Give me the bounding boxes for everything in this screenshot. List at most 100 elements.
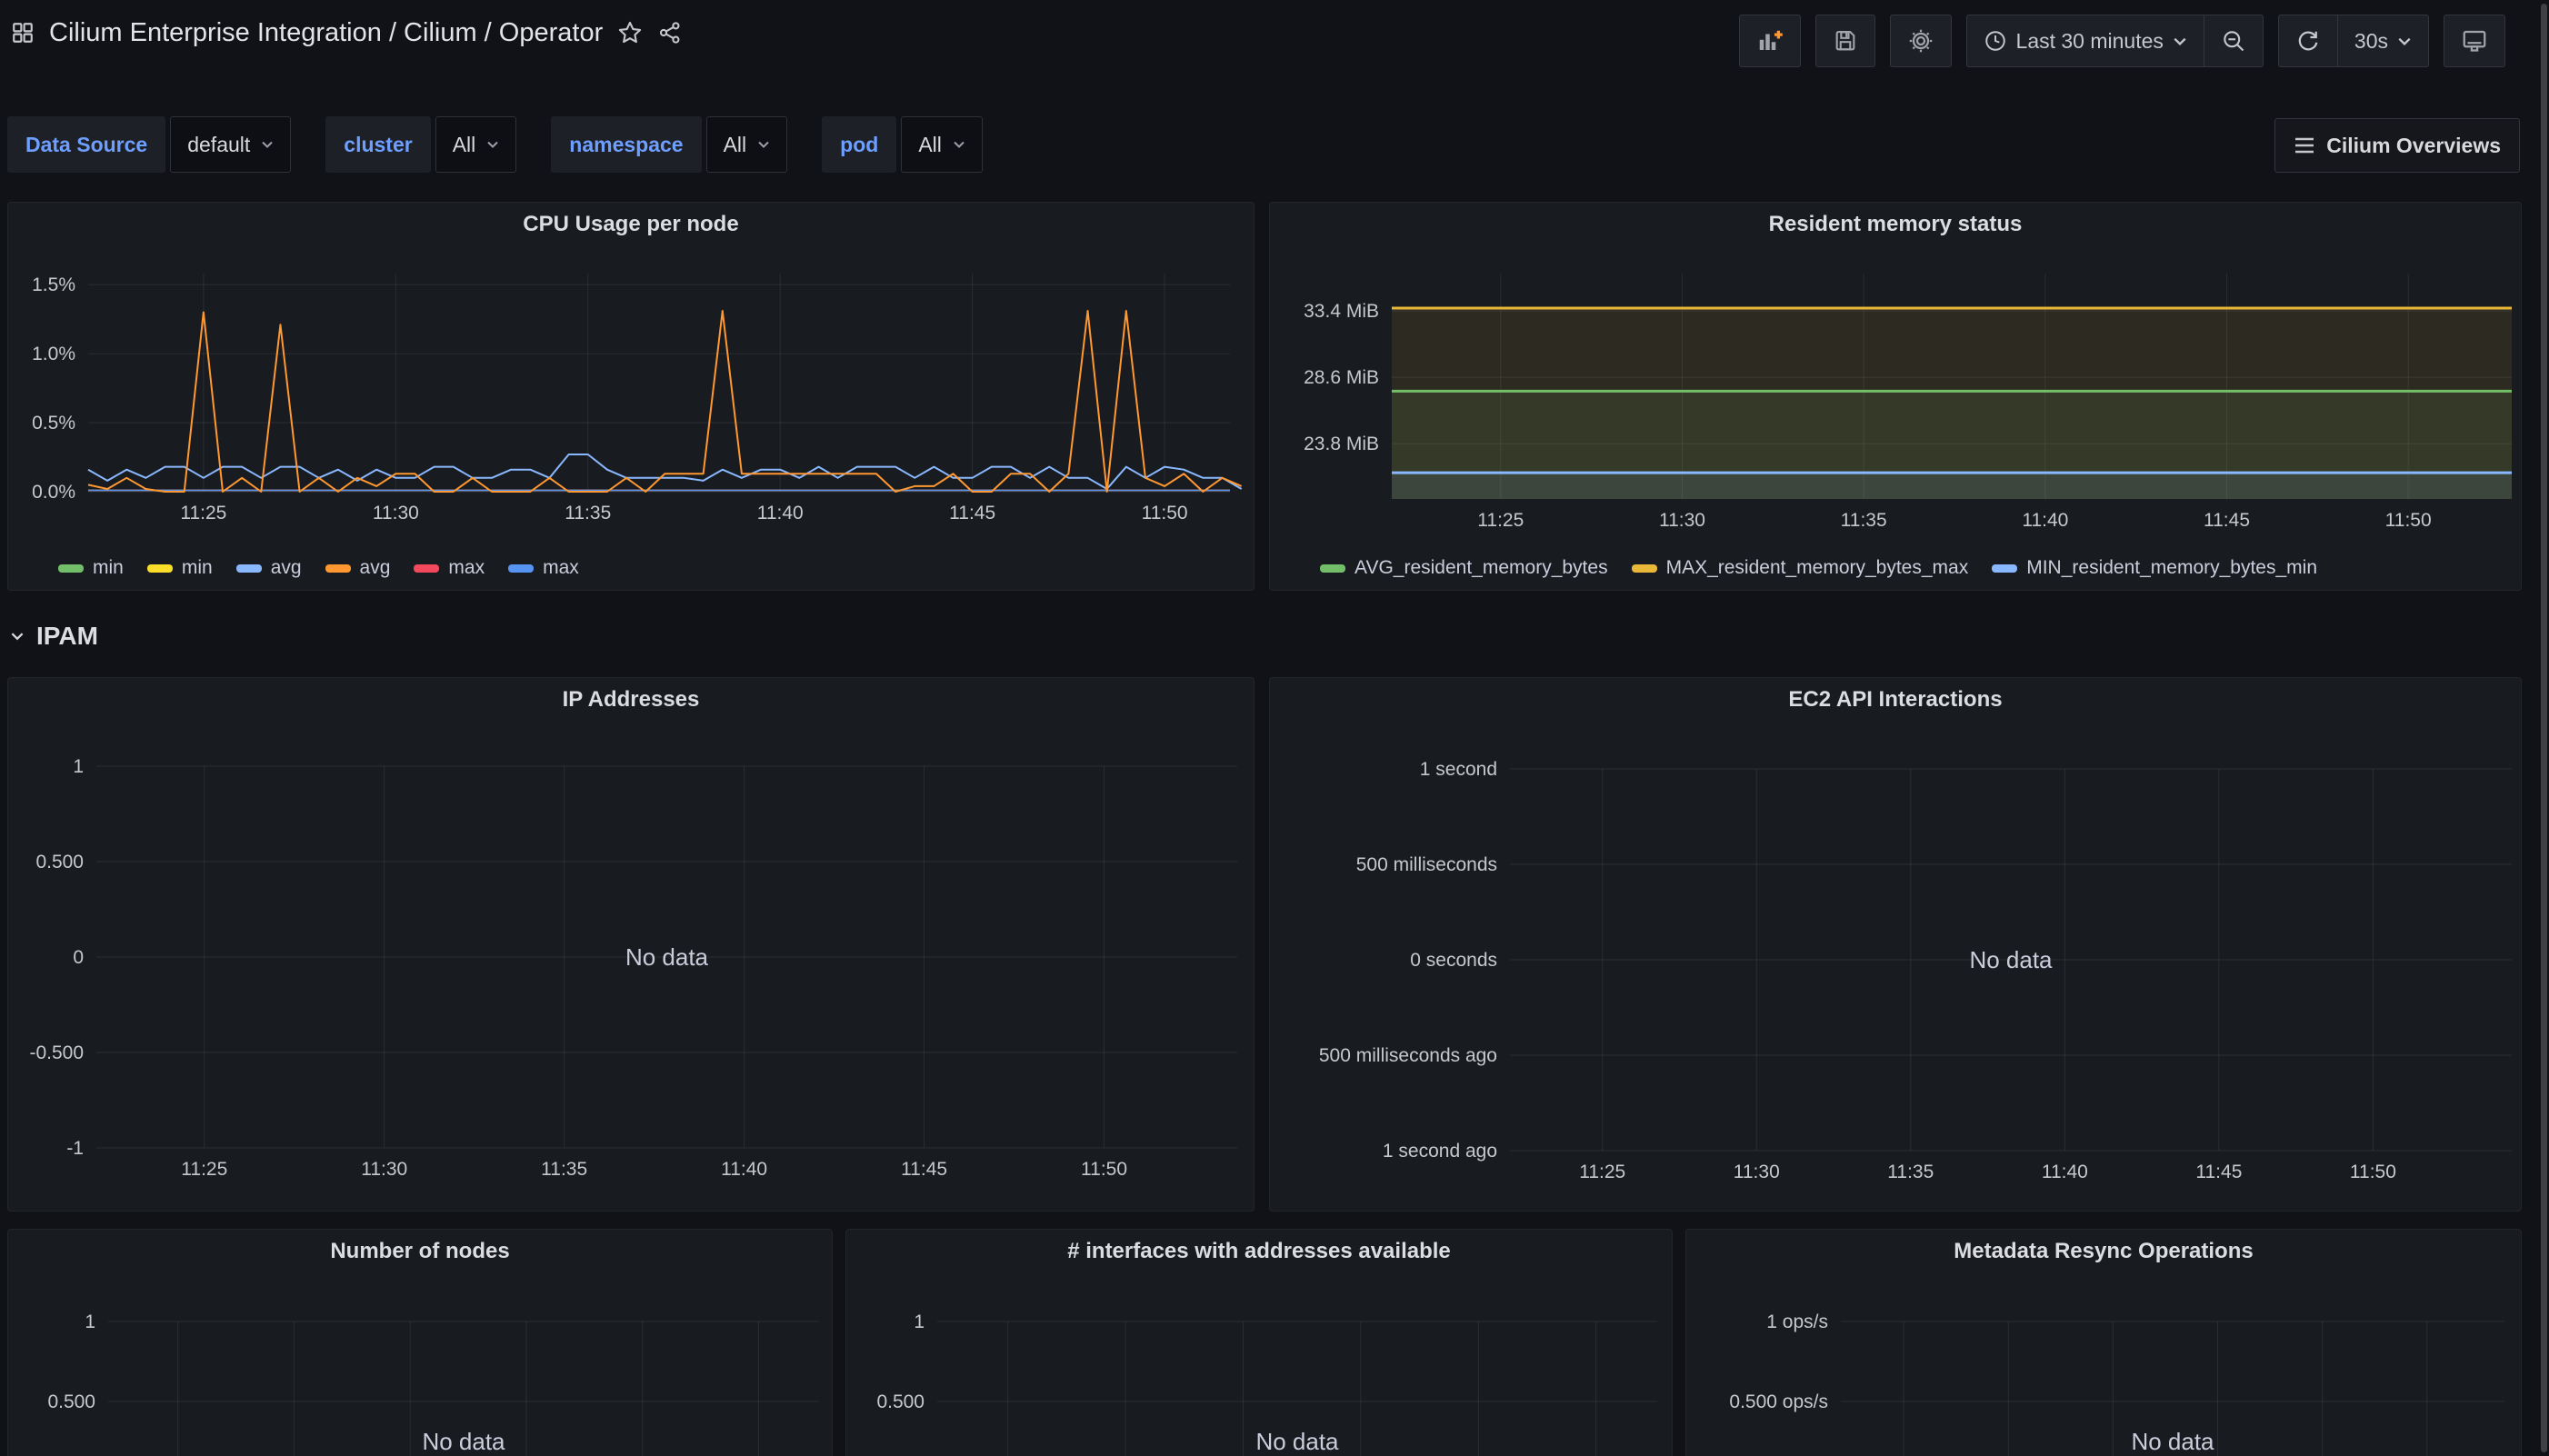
legend-item-max[interactable]: max	[508, 557, 579, 579]
time-range-picker[interactable]: Last 30 minutes	[1967, 15, 2204, 66]
refresh-icon	[2298, 31, 2318, 51]
legend-label: avg	[359, 557, 391, 578]
svg-text:11:50: 11:50	[2350, 1162, 2396, 1182]
panel-ec2-api: EC2 API Interactions 11:25 11:30 11:35 11:4…	[1269, 677, 2522, 1212]
legend-label: AVG_resident_memory_bytes	[1354, 557, 1608, 578]
svg-text:1 ops/s: 1 ops/s	[1766, 1311, 1828, 1332]
breadcrumb-folder[interactable]: Cilium Enterprise Integration	[49, 17, 382, 47]
legend-item-avg[interactable]: avg	[235, 557, 302, 579]
svg-text:0.500 ops/s: 0.500 ops/s	[1729, 1391, 1828, 1412]
zoom-out-button[interactable]	[2203, 15, 2263, 66]
svg-text:11:30: 11:30	[361, 1159, 407, 1180]
clock-icon	[1984, 31, 2005, 51]
save-dashboard-button[interactable]	[1814, 15, 1875, 67]
panel-resident-memory: Resident memory status 11:25 11:30 11:35 11…	[1269, 202, 2522, 591]
legend-item-MAX_resident_memory_bytes_max[interactable]: MAX_resident_memory_bytes_max	[1631, 557, 1969, 579]
breadcrumb[interactable]: Cilium Enterprise Integration / Cilium /…	[49, 18, 603, 48]
svg-text:0 seconds: 0 seconds	[1410, 950, 1497, 971]
header: Cilium Enterprise Integration / Cilium /…	[11, 13, 683, 53]
svg-text:-0.500: -0.500	[29, 1042, 84, 1063]
metadata-resync-chart[interactable]: 1 ops/s0.500 ops/s0 ops/sNo data	[1686, 1281, 2521, 1456]
cluster-value: All	[452, 132, 476, 156]
panel-title[interactable]: IP Addresses	[562, 687, 700, 712]
svg-text:11:45: 11:45	[901, 1159, 947, 1180]
svg-text:0.0%: 0.0%	[32, 482, 75, 503]
kiosk-mode-button[interactable]	[2444, 15, 2505, 67]
panel-title[interactable]: Metadata Resync Operations	[1954, 1239, 2254, 1263]
cluster-label: cluster	[325, 116, 431, 173]
legend-item-AVG_resident_memory_bytes[interactable]: AVG_resident_memory_bytes	[1320, 557, 1608, 579]
datasource-value: default	[187, 132, 251, 156]
panel-title[interactable]: Resident memory status	[1768, 212, 2023, 236]
legend-item-avg[interactable]: avg	[325, 557, 391, 579]
legend-label: min	[181, 557, 213, 578]
panel-title[interactable]: Number of nodes	[330, 1239, 510, 1263]
cpu-usage-chart[interactable]: 11:25 11:30 11:35 11:40 11:45 11:50 0.0% 0.5% 1.…	[8, 254, 1254, 550]
number-of-nodes-chart[interactable]: 10.5000No data	[8, 1281, 832, 1456]
legend-item-max[interactable]: max	[414, 557, 485, 579]
svg-text:11:35: 11:35	[565, 503, 611, 524]
legend-swatch	[235, 563, 262, 573]
legend-swatch	[1631, 563, 1657, 573]
variables-row: Data Source default cluster All namespac…	[7, 116, 983, 173]
section-ipam[interactable]: IPAM	[9, 622, 98, 651]
ip-addresses-chart[interactable]: 11:25 11:30 11:35 11:40 11:45 11:50 1 0.500 0 -0.…	[8, 729, 1254, 1212]
svg-text:No data: No data	[1969, 946, 2053, 973]
cluster-select[interactable]: All	[435, 116, 517, 173]
namespace-select[interactable]: All	[705, 116, 788, 173]
interfaces-chart[interactable]: 10.5000No data	[846, 1281, 1672, 1456]
svg-text:11:45: 11:45	[949, 503, 995, 524]
legend-label: max	[448, 557, 485, 578]
cilium-overviews-button[interactable]: Cilium Overviews	[2274, 118, 2520, 173]
scrollbar[interactable]	[2541, 4, 2547, 1452]
svg-text:1.5%: 1.5%	[32, 274, 75, 295]
refresh-button[interactable]	[2279, 15, 2337, 66]
memory-legend: AVG_resident_memory_bytes MAX_resident_me…	[1320, 557, 2317, 579]
datasource-select[interactable]: default	[170, 116, 292, 173]
panel-title[interactable]: CPU Usage per node	[523, 212, 739, 236]
legend-item-MIN_resident_memory_bytes_min[interactable]: MIN_resident_memory_bytes_min	[1992, 557, 2317, 579]
dashboard-settings-button[interactable]	[1889, 15, 1952, 67]
legend-item-min[interactable]: min	[58, 557, 124, 579]
chevron-down-icon	[758, 141, 769, 148]
svg-text:11:35: 11:35	[541, 1159, 587, 1180]
apps-grid-icon[interactable]	[11, 21, 35, 45]
cilium-overviews-label: Cilium Overviews	[2326, 133, 2501, 157]
legend-label: MAX_resident_memory_bytes_max	[1665, 557, 1969, 578]
svg-text:1: 1	[73, 756, 84, 777]
star-icon[interactable]	[617, 20, 643, 45]
plus-icon	[1774, 30, 1783, 39]
svg-text:11:45: 11:45	[2195, 1162, 2242, 1182]
variable-namespace: namespace All	[551, 116, 788, 173]
panel-ip-addresses: IP Addresses 11:25 11:30 11:35 11:40 11:45 11…	[7, 677, 1255, 1212]
add-panel-button[interactable]	[1738, 15, 1801, 67]
pod-value: All	[918, 132, 942, 156]
legend-swatch	[1992, 563, 2018, 573]
refresh-interval-label: 30s	[2354, 28, 2388, 53]
panel-title[interactable]: # interfaces with addresses available	[1067, 1239, 1451, 1263]
svg-text:11:45: 11:45	[2204, 510, 2250, 531]
panel-title[interactable]: EC2 API Interactions	[1788, 687, 2003, 712]
svg-text:500 milliseconds: 500 milliseconds	[1356, 854, 1497, 875]
legend-swatch	[146, 563, 173, 573]
legend-label: avg	[270, 557, 302, 578]
legend-swatch	[508, 563, 535, 573]
legend-label: MIN_resident_memory_bytes_min	[2026, 557, 2318, 578]
chevron-down-icon	[262, 141, 273, 148]
chevron-down-icon	[2398, 37, 2411, 45]
svg-text:No data: No data	[625, 943, 709, 971]
svg-text:11:50: 11:50	[1081, 1159, 1127, 1180]
ec2-api-chart[interactable]: 11:25 11:30 11:35 11:40 11:45 11:50 1 second 50…	[1270, 729, 2521, 1212]
legend-swatch	[414, 563, 440, 573]
resident-memory-chart[interactable]: 11:25 11:30 11:35 11:40 11:45 11:50 23.8 MiB 28…	[1270, 254, 2521, 550]
svg-text:11:25: 11:25	[1579, 1162, 1625, 1182]
svg-text:1: 1	[914, 1311, 925, 1332]
refresh-interval-picker[interactable]: 30s	[2336, 15, 2428, 66]
legend-swatch	[1320, 563, 1345, 573]
pod-select[interactable]: All	[901, 116, 983, 173]
panel-number-of-nodes: Number of nodes 10.5000No data	[7, 1229, 833, 1456]
svg-text:No data: No data	[2131, 1428, 2214, 1455]
share-icon[interactable]	[657, 20, 683, 45]
svg-text:0.500: 0.500	[47, 1391, 95, 1412]
legend-item-min[interactable]: min	[146, 557, 213, 579]
